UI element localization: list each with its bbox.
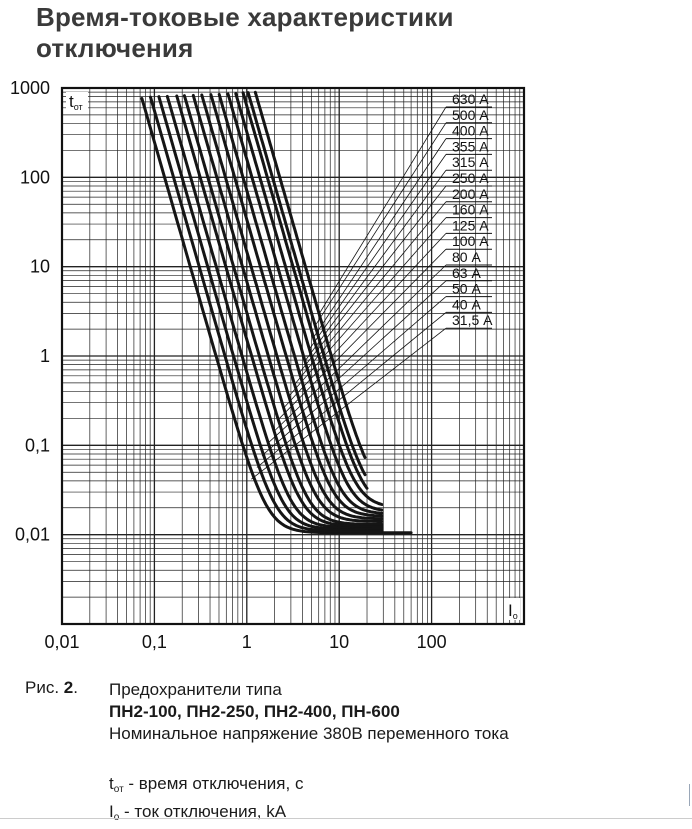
y-tick-label: 0,1 [25,435,50,455]
legend-current: Iо - ток отключения, kA [109,801,303,829]
series-leader-line [293,201,447,386]
legend-time: tот - время отключения, с [109,773,303,801]
series-curve-6 [182,94,384,526]
series-curve-4 [165,94,384,530]
series-curve-1 [140,97,413,535]
caption-body: Предохранители типа ПН2-100, ПН2-250, ПН… [109,679,509,745]
series-label-11: 315 А [452,154,489,170]
series-curve-2 [149,95,384,533]
y-axis-label-main: t [69,92,74,111]
series-label-8: 160 А [452,202,489,218]
curves [140,90,413,535]
x-tick-label: 10 [329,632,349,652]
series-curve-15 [253,90,367,459]
figure-number-value: 2 [63,678,74,697]
x-label-bg [504,598,520,620]
series-curve-13 [241,91,369,490]
x-axis-label-sub: о [513,611,518,621]
chart-title-line-2: отключения [36,33,194,63]
y-tick-label: 1000 [10,78,50,98]
y-tick-label: 0,01 [15,525,50,545]
legend-time-subscript: от [113,784,124,795]
y-label-bg [66,92,88,114]
series-leader-line [282,233,447,409]
series-curve-3 [157,95,384,531]
caption-line-2: ПН2-100, ПН2-250, ПН2-400, ПН-600 [109,702,400,721]
figure-prefix: Рис. [25,678,64,697]
figure-suffix: . [73,678,78,697]
x-axis-label: Iо [508,601,518,621]
figure-number: Рис. 2. [25,677,78,699]
bottom-rule [0,818,692,819]
y-axis-label-sub: от [74,102,83,112]
variable-legend: tот - время отключения, с Iо - ток отклю… [109,773,303,829]
y-tick-label: 100 [20,167,50,187]
caption-line-1: Предохранители типа [109,680,282,699]
series-leader-line [273,264,447,433]
series-label-5: 80 А [452,249,481,265]
series-label-1: 31,5 А [452,312,493,328]
series-curve-12 [234,92,384,506]
y-tick-label: 10 [30,257,50,277]
legend-time-text: - время отключения, с [123,774,304,793]
series-leader-line [261,296,447,456]
series-leader-line [308,154,447,350]
series-label-12: 355 А [452,138,489,154]
series-leader-line [256,312,447,468]
series-label-14: 500 А [452,107,489,123]
series-label-6: 100 А [452,233,489,249]
x-tick-label: 0,1 [142,632,167,652]
caption-line-3: Номинальное напряжение 380В переменного … [109,724,509,743]
legend-time-symbol: t [109,774,114,793]
series-leader-line [266,280,447,445]
legend-current-subscript: о [114,812,120,823]
series-curve-10 [217,92,384,515]
series-label-13: 400 А [452,123,489,139]
grid [62,88,524,624]
series-leader-line [298,185,447,374]
series-leader-line [288,217,447,397]
x-tick-label: 0,01 [44,632,79,652]
series-label-9: 200 А [452,186,489,202]
axis-labels: tот Iо [66,92,520,621]
series-leader-line [277,248,447,421]
x-axis-label-main: I [508,601,513,620]
series-label-7: 125 А [452,217,489,233]
series-label-4: 63 А [452,265,481,281]
plot-frame [60,86,526,626]
series-leader-line [314,122,447,327]
series-label-10: 250 А [452,170,489,186]
series-leader-line [318,106,447,315]
series-curve-9 [209,93,384,518]
x-tick-label: 1 [242,632,252,652]
series-curve-14 [246,91,367,477]
series-leader-line [251,327,447,480]
legend-current-symbol: I [109,802,114,821]
series-label-3: 50 А [452,281,481,297]
edge-marker [689,784,690,806]
series-curve-7 [191,93,384,523]
legend-current-text: - ток отключения, kA [119,802,287,821]
series-leader-line [313,138,447,338]
y-tick-label: 1 [40,346,50,366]
y-axis-label: tот [69,92,83,112]
chart-title-line-1: Время-токовые характеристики [36,2,454,32]
series-leader-line [304,169,447,362]
series-label-2: 40 А [452,296,481,312]
axis-ticks: 0,01 0,1 1 10 100 1000 100 10 1 0,1 0,01 [10,78,447,652]
chart-title: Время-токовые характеристики отключения [36,2,454,64]
x-tick-label: 100 [417,632,447,652]
series-curve-5 [175,94,384,528]
series-label-15: 630 А [452,91,489,107]
